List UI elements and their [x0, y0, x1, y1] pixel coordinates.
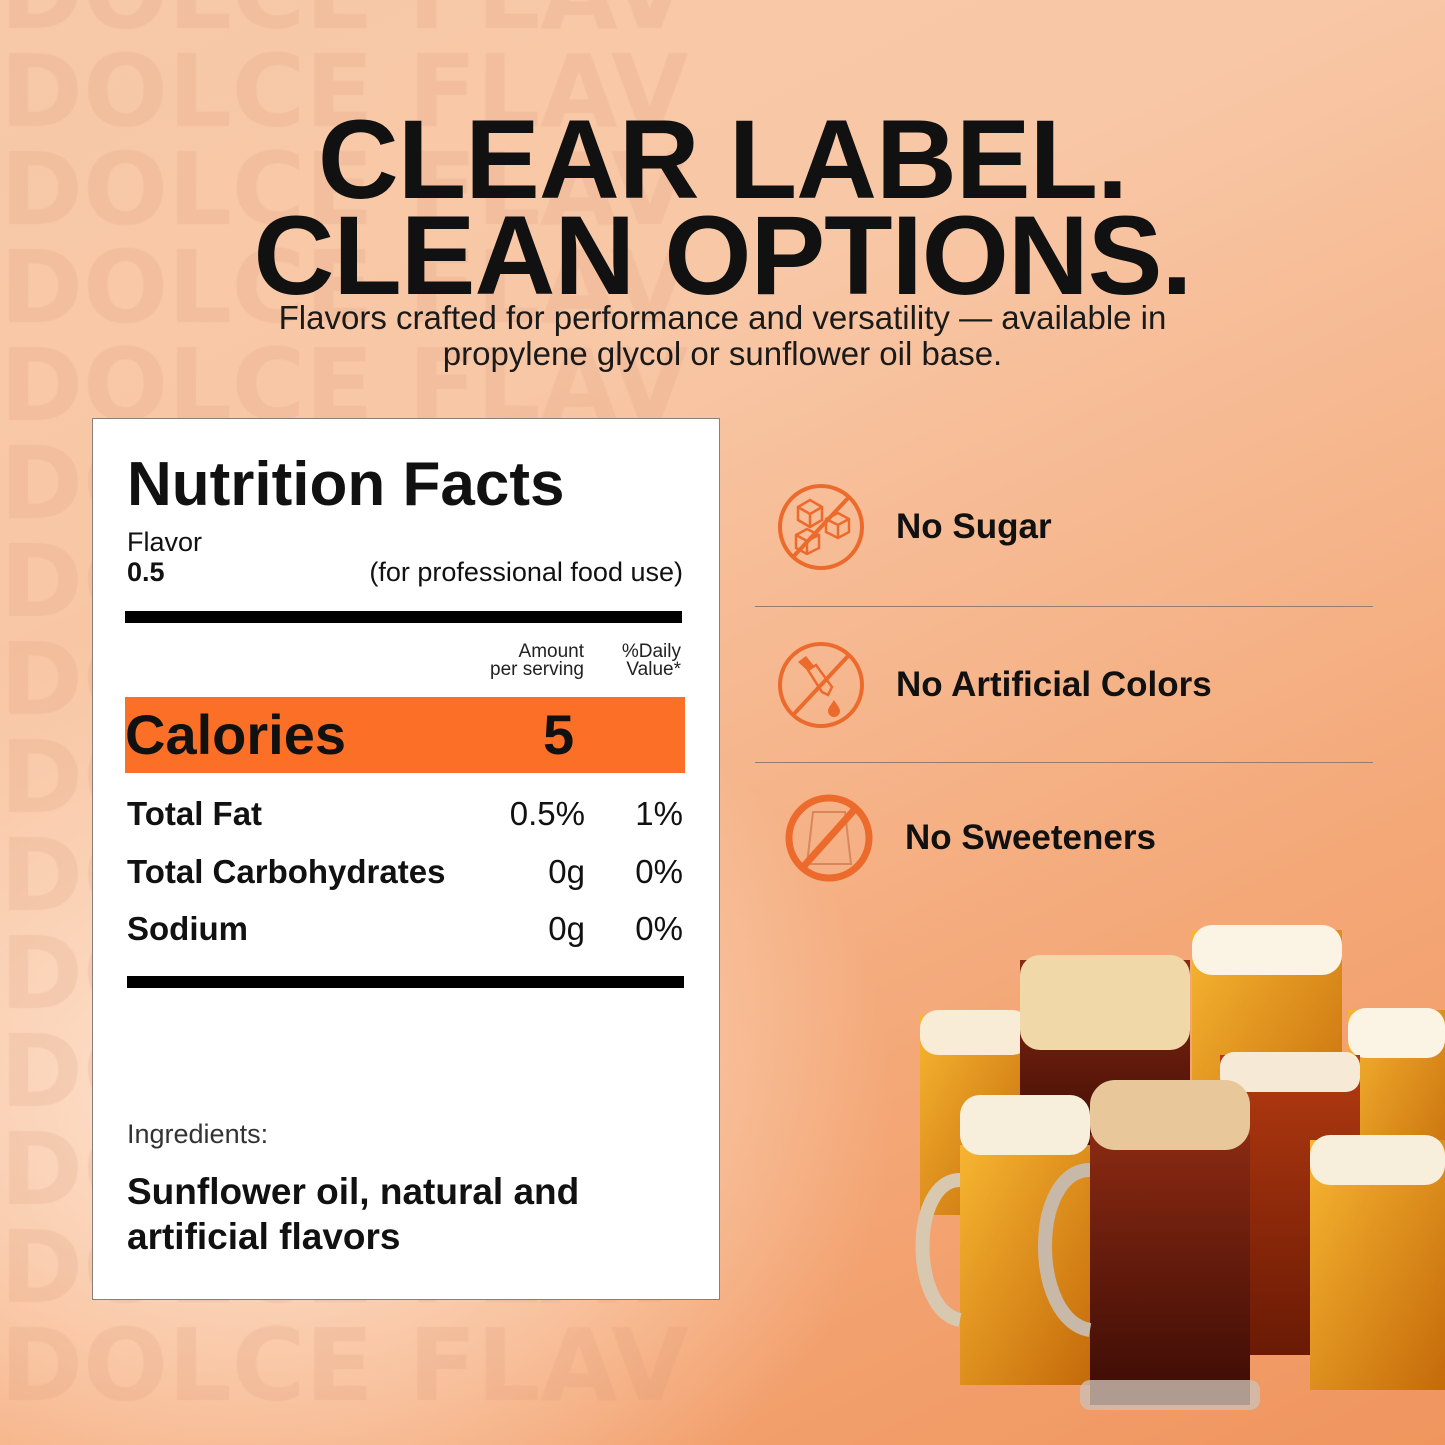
claim-label: No Artificial Colors	[896, 665, 1212, 704]
daily-header-line2: Value*	[626, 659, 681, 680]
subtitle: Flavors crafted for performance and vers…	[120, 300, 1325, 372]
divider	[755, 606, 1373, 607]
calories-value: 5	[543, 703, 575, 766]
nutrient-amount: 0g	[548, 853, 585, 890]
calories-label: Calories	[125, 703, 346, 766]
flavor-value: 0.5	[127, 557, 165, 587]
nutrient-daily: 0%	[635, 910, 683, 947]
amount-header-line1: Amount	[518, 641, 584, 662]
ingredients-line1: Sunflower oil, natural and	[127, 1171, 580, 1212]
claim-label: No Sugar	[896, 507, 1052, 546]
ingredients-label: Ingredients:	[127, 1119, 269, 1149]
amount-header: Amount per serving	[490, 641, 584, 680]
ingredients-text: Sunflower oil, natural and artificial fl…	[127, 1169, 579, 1259]
beer-glasses-image	[915, 925, 1445, 1410]
nutrient-row: Sodium 0g 0%	[127, 910, 683, 954]
nutrient-amount: 0g	[548, 910, 585, 947]
nutrient-row: Total Carbohydrates 0g 0%	[127, 853, 683, 897]
claim-no-artificial-colors: No Artificial Colors	[776, 640, 1212, 730]
headline-line1: CLEAR LABEL.	[317, 97, 1128, 222]
nutrient-daily: 0%	[635, 853, 683, 890]
nutrient-name: Sodium	[127, 910, 248, 947]
no-sugar-cubes-icon	[778, 484, 864, 570]
nutrient-row: Total Fat 0.5% 1%	[127, 795, 683, 839]
daily-value-header: %Daily Value*	[621, 641, 681, 680]
nutrient-daily: 1%	[635, 795, 683, 832]
claim-label: No Sweeteners	[905, 818, 1156, 857]
nutrition-title: Nutrition Facts	[127, 450, 565, 519]
nutrient-amount: 0.5%	[509, 795, 585, 832]
headline-line2: CLEAN OPTIONS.	[253, 193, 1192, 318]
use-note: (for professional food use)	[369, 557, 683, 587]
amount-header-line2: per serving	[490, 659, 584, 680]
flavor-label: Flavor	[127, 527, 203, 557]
claim-no-sweeteners: No Sweeteners	[783, 792, 1156, 884]
nutrition-facts-card: Nutrition Facts Flavor 0.5 (for professi…	[92, 418, 720, 1300]
divider-bar	[125, 611, 682, 623]
nutrient-name: Total Fat	[127, 795, 263, 832]
no-dropper-icon	[778, 642, 864, 728]
daily-header-line1: %Daily	[621, 641, 681, 662]
divider	[755, 762, 1373, 763]
claim-no-sugar: No Sugar	[776, 482, 1052, 572]
subtitle-line2: propylene glycol or sunflower oil base.	[442, 335, 1003, 372]
ingredients-line2: artificial flavors	[127, 1216, 401, 1257]
calories-row: Calories 5	[125, 697, 685, 773]
no-sweetener-bag-icon	[785, 794, 873, 882]
divider-bar	[127, 976, 684, 988]
nutrient-name: Total Carbohydrates	[127, 853, 446, 890]
subtitle-line1: Flavors crafted for performance and vers…	[278, 299, 1167, 336]
